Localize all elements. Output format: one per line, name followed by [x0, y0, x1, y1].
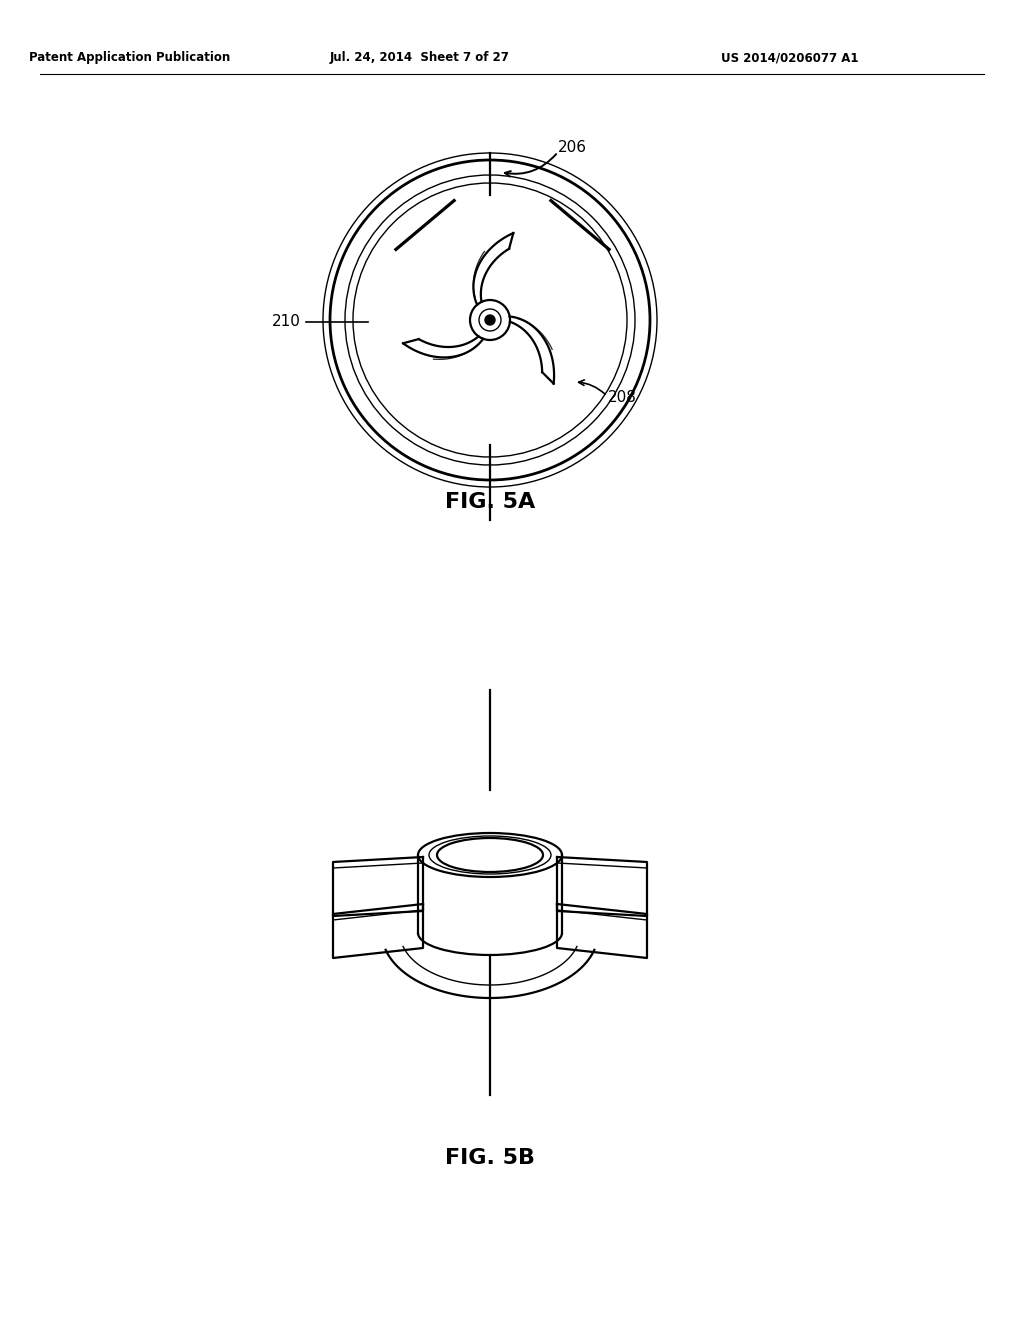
Text: FIG. 5B: FIG. 5B: [445, 1148, 535, 1168]
Text: US 2014/0206077 A1: US 2014/0206077 A1: [721, 51, 859, 65]
Text: FIG. 5A: FIG. 5A: [444, 492, 536, 512]
Text: 206: 206: [558, 140, 587, 156]
Text: Jul. 24, 2014  Sheet 7 of 27: Jul. 24, 2014 Sheet 7 of 27: [330, 51, 510, 65]
Circle shape: [485, 315, 495, 325]
Text: 208: 208: [608, 391, 637, 405]
Text: 210: 210: [272, 314, 301, 330]
Text: Patent Application Publication: Patent Application Publication: [30, 51, 230, 65]
